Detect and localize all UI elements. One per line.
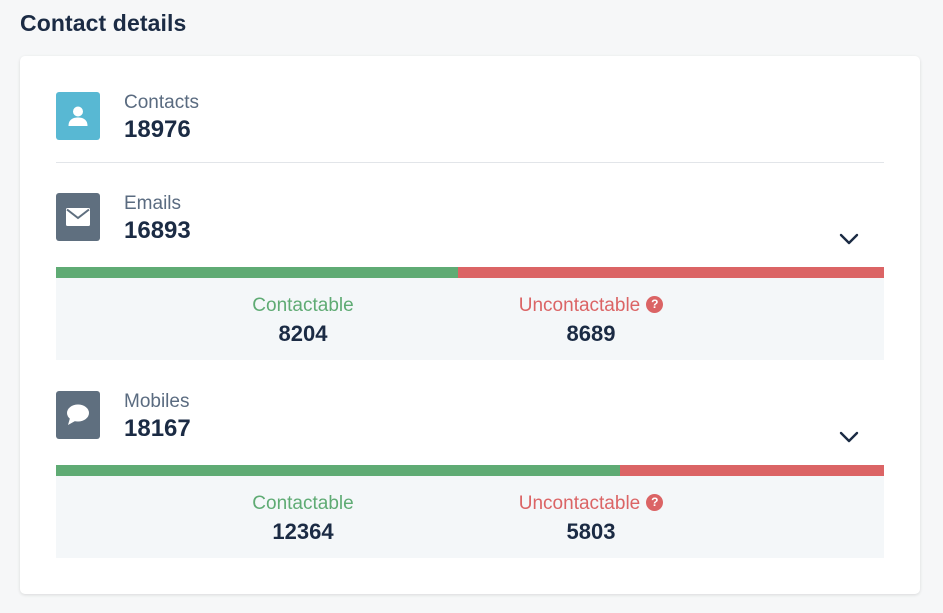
mobiles-contactable-stat: Contactable 12364 [238, 492, 368, 545]
envelope-icon [56, 193, 100, 241]
help-icon[interactable]: ? [646, 296, 664, 313]
mobiles-label: Mobiles [124, 391, 190, 412]
contact-details-card: Contacts 18976 Emails 16893 [20, 56, 920, 594]
emails-contactable-stat: Contactable 8204 [238, 294, 368, 347]
emails-contactability-bar [56, 267, 884, 278]
emails-uncontactable-label-wrap: Uncontactable? [506, 294, 676, 318]
mobiles-expand-chevron-icon[interactable] [838, 429, 860, 445]
mobiles-uncontactable-count: 5803 [566, 519, 616, 544]
mobiles-contactable-label: Contactable [252, 493, 354, 514]
help-icon[interactable]: ? [646, 494, 664, 511]
emails-count: 16893 [124, 217, 191, 244]
chat-bubble-icon [56, 391, 100, 439]
emails-uncontactable-segment [458, 267, 884, 278]
mobiles-contactable-segment [56, 465, 620, 476]
divider [56, 162, 884, 163]
emails-breakdown-panel: Contactable 8204 Uncontactable? 8689 [56, 278, 884, 360]
emails-contactable-segment [56, 267, 459, 278]
emails-contactable-count: 8204 [278, 321, 328, 346]
mobiles-contactability-bar [56, 465, 884, 476]
emails-uncontactable-count: 8689 [566, 321, 616, 346]
mobiles-contactable-count: 12364 [272, 519, 334, 544]
emails-uncontactable-label: Uncontactable [518, 295, 641, 316]
mobiles-uncontactable-segment [619, 465, 884, 476]
mobiles-uncontactable-label: Uncontactable [518, 493, 641, 514]
contacts-row: Contacts 18976 [56, 92, 884, 162]
mobiles-uncontactable-label-wrap: Uncontactable? [506, 492, 676, 516]
contacts-label: Contacts [124, 92, 199, 113]
contacts-count: 18976 [124, 116, 191, 143]
emails-label: Emails [124, 193, 182, 214]
page-title: Contact details [20, 10, 187, 36]
mobiles-uncontactable-stat: Uncontactable? 5803 [506, 492, 676, 545]
emails-uncontactable-stat: Uncontactable? 8689 [506, 294, 676, 347]
emails-expand-chevron-icon[interactable] [838, 231, 860, 247]
emails-contactable-label: Contactable [252, 295, 354, 316]
person-icon [56, 92, 100, 140]
mobiles-count: 18167 [124, 415, 191, 442]
mobiles-breakdown-panel: Contactable 12364 Uncontactable? 5803 [56, 476, 884, 558]
